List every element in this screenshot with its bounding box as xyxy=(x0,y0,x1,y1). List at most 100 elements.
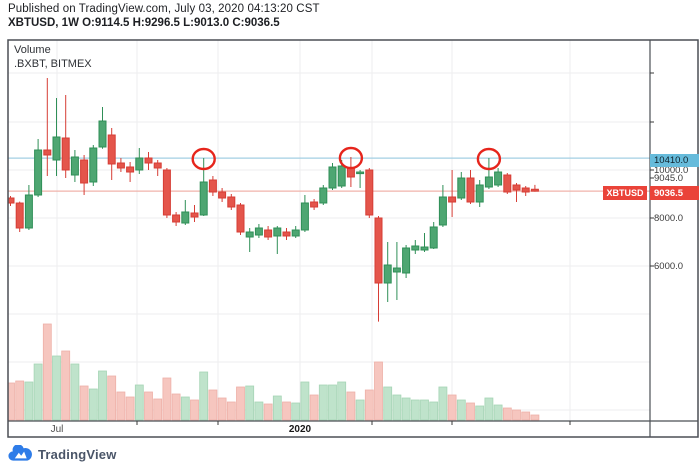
chart-frame xyxy=(7,39,699,438)
candle-body xyxy=(24,194,33,229)
volume-bar xyxy=(521,411,531,421)
candle-body xyxy=(438,196,447,226)
candle-body xyxy=(89,147,98,183)
candle-body xyxy=(512,184,521,191)
candle-body xyxy=(70,156,79,176)
study-label: Volume xyxy=(14,44,51,56)
volume-bar xyxy=(346,391,356,421)
volume-bar xyxy=(15,380,25,421)
candle-body xyxy=(392,267,401,273)
volume-bar xyxy=(282,401,291,421)
symbol-ohlc-line: XBTUSD, 1W O:9114.5 H:9296.5 L:9013.0 C:… xyxy=(8,17,280,29)
candle-body xyxy=(356,171,365,175)
volume-bar xyxy=(502,407,512,421)
candle-body xyxy=(420,246,429,251)
alert-level-label: 10410.0 xyxy=(650,154,699,167)
candle-body xyxy=(282,231,291,237)
volume-bar xyxy=(116,391,126,421)
volume-bar xyxy=(447,394,457,421)
volume-bar xyxy=(263,403,273,421)
volume-bar xyxy=(208,389,218,421)
candle-body xyxy=(383,264,392,284)
volume-bar xyxy=(383,386,393,421)
annotation-circle xyxy=(191,147,216,171)
candle-body xyxy=(8,197,15,204)
annotation-circle xyxy=(476,147,502,171)
candle-body xyxy=(153,162,162,169)
volume-bar xyxy=(429,401,439,421)
tradingview-cloud-icon xyxy=(8,445,32,461)
candle-body xyxy=(374,217,383,284)
volume-bar xyxy=(374,361,383,421)
price-axis-tick-label: 6000.0 xyxy=(654,261,684,272)
volume-bar xyxy=(245,385,255,421)
chart-plot-area[interactable] xyxy=(7,40,651,421)
price-axis-tick-label: 10000.0 xyxy=(654,165,689,176)
candle-body xyxy=(310,201,319,208)
volume-bar xyxy=(530,414,540,421)
candle-body xyxy=(530,188,539,192)
candle-body xyxy=(337,165,346,187)
candle-body xyxy=(227,196,236,208)
candle-body xyxy=(245,231,254,238)
candle-body xyxy=(484,176,493,188)
candle-body xyxy=(300,202,309,231)
candle-body xyxy=(236,204,245,233)
candle-body xyxy=(346,167,355,178)
price-axis-tick-label: 9045.0 xyxy=(654,173,684,184)
volume-bar xyxy=(125,396,135,421)
volume-bar xyxy=(190,399,199,421)
candle-body xyxy=(402,247,411,274)
candle-body xyxy=(61,137,70,171)
volume-bar xyxy=(291,402,301,421)
volume-bar xyxy=(493,404,503,421)
volume-bar xyxy=(392,394,402,421)
candle-body xyxy=(52,136,61,161)
candle-body xyxy=(107,134,116,165)
candle-body xyxy=(208,179,217,193)
candle-body xyxy=(34,149,43,196)
volume-bar xyxy=(420,399,429,421)
candle-body xyxy=(273,227,282,237)
volume-bar xyxy=(438,386,448,421)
candle-body xyxy=(264,229,273,238)
time-axis-label: 2020 xyxy=(288,424,312,435)
volume-bar xyxy=(153,398,163,421)
volume-bar xyxy=(52,355,61,421)
candle-body xyxy=(116,162,125,169)
candle-body xyxy=(190,212,199,218)
candle-body xyxy=(291,229,300,237)
volume-bar xyxy=(484,397,494,421)
symbol-price-badge: XBTUSD xyxy=(603,186,647,200)
volume-bar xyxy=(8,382,15,421)
pane-symbol-label: .BXBT, BITMEX xyxy=(14,58,92,70)
candle-body xyxy=(365,169,374,216)
candle-body xyxy=(448,196,457,203)
current-price-label: 9036.5 xyxy=(650,186,699,200)
time-axis-label: Jul xyxy=(50,424,64,435)
volume-bar xyxy=(456,399,466,421)
volume-bar xyxy=(61,350,71,421)
volume-bar xyxy=(401,397,411,421)
volume-bar xyxy=(134,384,144,421)
volume-bar xyxy=(466,402,475,421)
tradingview-logo[interactable]: TradingView xyxy=(8,445,117,463)
volume-bar xyxy=(355,399,365,421)
volume-bar xyxy=(199,371,209,421)
volume-bar xyxy=(272,395,282,421)
volume-bar xyxy=(318,384,328,421)
candle-body xyxy=(503,174,512,193)
candle-body xyxy=(457,177,466,199)
volume-bar xyxy=(162,377,172,421)
volume-bar xyxy=(88,388,98,421)
volume-bar xyxy=(98,370,107,421)
volume-bar xyxy=(144,391,153,421)
volume-bar xyxy=(171,393,181,421)
volume-bar xyxy=(33,363,43,421)
volume-bar xyxy=(254,401,264,421)
volume-bar xyxy=(475,405,485,421)
candle-body xyxy=(218,191,227,199)
volume-bar xyxy=(24,381,34,421)
